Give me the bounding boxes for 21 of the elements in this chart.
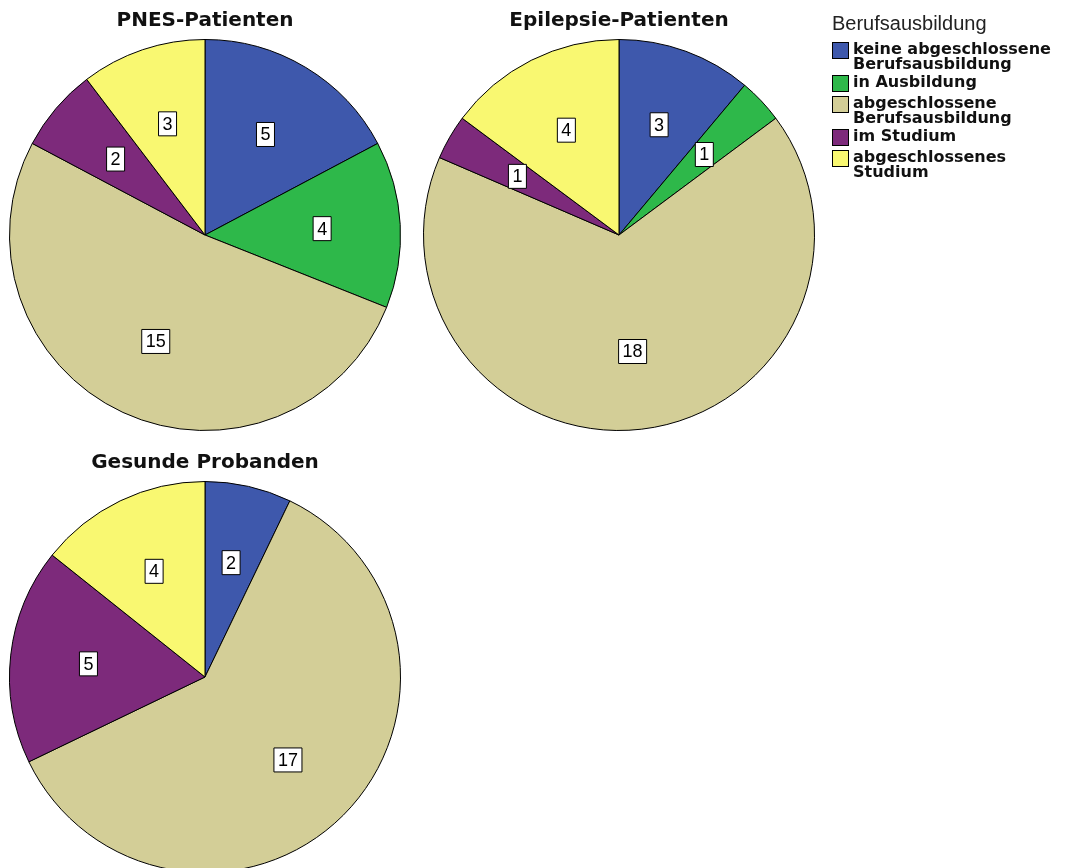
legend-label: in Ausbildung <box>853 72 977 91</box>
legend-title: Berufsausbildung <box>832 12 988 35</box>
data-label: 5 <box>83 653 94 674</box>
data-label: 1 <box>512 166 523 187</box>
data-label: 2 <box>226 552 237 573</box>
data-label: 3 <box>162 113 173 134</box>
data-label: 3 <box>654 114 665 135</box>
data-label: 1 <box>699 144 710 165</box>
data-label: 2 <box>110 149 121 170</box>
data-label: 4 <box>149 561 160 582</box>
legend-label: im Studium <box>853 126 957 145</box>
chart-title: Gesunde Probanden <box>91 449 319 474</box>
data-label: 17 <box>277 749 298 770</box>
data-label: 18 <box>622 341 643 362</box>
data-label: 4 <box>317 218 328 239</box>
legend-label: abgeschlossenes Studium <box>853 147 1008 181</box>
chart-title: PNES-Patienten <box>116 7 294 32</box>
data-label: 15 <box>145 331 166 352</box>
chart-title: Epilepsie-Patienten <box>509 7 729 32</box>
data-label: 5 <box>260 124 271 145</box>
data-label: 4 <box>561 120 572 141</box>
